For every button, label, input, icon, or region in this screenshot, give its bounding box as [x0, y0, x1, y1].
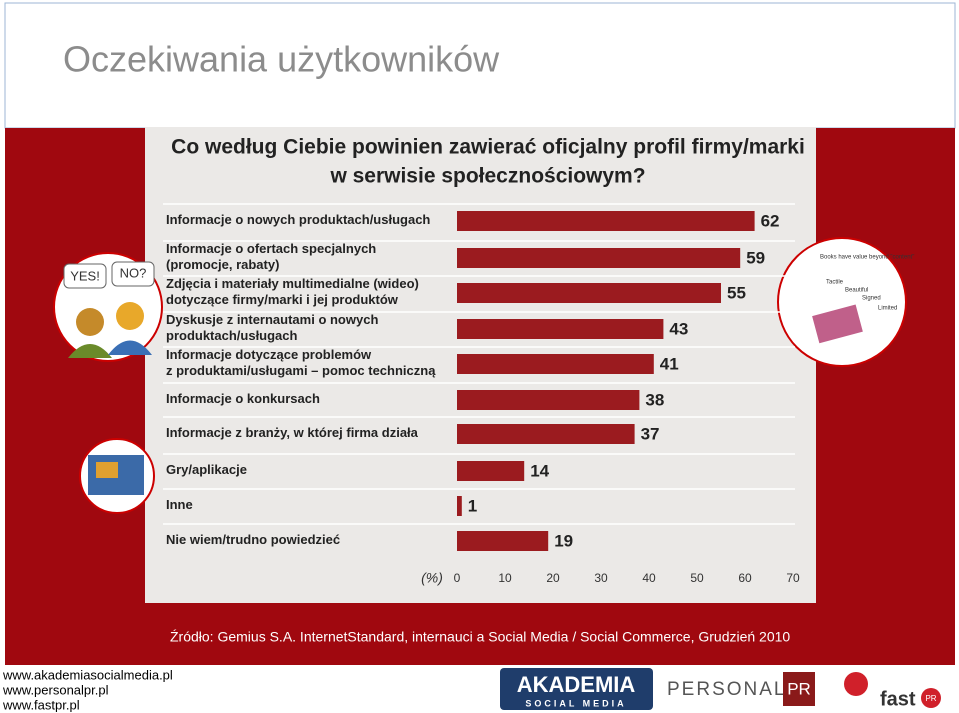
bubble-text: YES! [70, 268, 100, 283]
person-icon [108, 340, 152, 355]
logo-text: PR [787, 679, 811, 698]
x-tick-label: 0 [454, 571, 461, 585]
x-tick-label: 70 [786, 571, 800, 585]
category-label: Nie wiem/trudno powiedzieć [166, 532, 340, 547]
value-label: 37 [641, 424, 660, 443]
category-label: Dyskusje z internautami o nowych produkta… [166, 312, 378, 343]
logo-text: fast [880, 688, 916, 710]
book-text: Signed [862, 296, 881, 302]
logo-fast-bird [844, 672, 868, 696]
value-label: 1 [468, 496, 477, 515]
bar [457, 211, 755, 231]
logo-text: PERSONAL [667, 679, 786, 700]
x-tick-label: 30 [594, 571, 608, 585]
category-label: Informacje o konkursach [166, 391, 320, 406]
logo-akademia [500, 668, 653, 710]
link[interactable]: www.akademiasocialmedia.pl [2, 667, 173, 682]
bar [457, 390, 640, 410]
value-label: 59 [746, 248, 765, 267]
book [812, 304, 863, 344]
link[interactable]: www.personalpr.pl [2, 682, 109, 697]
bar [457, 531, 549, 551]
x-axis-label: (%) [421, 570, 443, 586]
person-icon [116, 302, 144, 330]
bar [457, 461, 525, 481]
category-label: Informacje o nowych produktach/usługach [166, 212, 430, 227]
logo-pr [783, 672, 815, 706]
person-icon [68, 344, 112, 358]
bubble [63, 263, 107, 289]
book-text: Limited [878, 306, 897, 312]
value-label: 14 [530, 461, 549, 480]
category-label: Informacje dotyczące problemów z produkta… [166, 347, 436, 378]
value-label: 41 [660, 354, 679, 373]
x-tick-label: 60 [738, 571, 752, 585]
bubble-text: NO? [120, 265, 147, 280]
x-tick-label: 20 [546, 571, 560, 585]
logo-text: SOCIAL MEDIA [525, 698, 626, 708]
logo-text: AKADEMIA [517, 672, 636, 697]
value-label: 55 [727, 283, 746, 302]
source: Źródło: Gemius S.A. InternetStandard, in… [170, 629, 790, 645]
category-label: Inne [166, 497, 193, 512]
x-tick-label: 40 [642, 571, 656, 585]
value-label: 62 [761, 211, 780, 230]
slide-title: Oczekiwania użytkowników [63, 39, 500, 80]
value-label: 43 [669, 319, 688, 338]
category-label: Informacje o ofertach specjalnych (promoc… [166, 241, 376, 272]
header-bg [0, 0, 959, 128]
category-label: Informacje z branży, w której firma dzia… [166, 425, 419, 440]
logo-fast-dot [921, 688, 941, 708]
link[interactable]: www.fastpr.pl [2, 697, 80, 712]
photo [96, 462, 118, 478]
bar [457, 319, 664, 339]
chart-title: w serwisie społecznościowym? [329, 165, 645, 188]
bar [457, 424, 635, 444]
bar [457, 354, 654, 374]
book-text: Tactile [826, 280, 844, 286]
bar [457, 496, 462, 516]
value-label: 19 [554, 531, 573, 550]
x-tick-label: 10 [498, 571, 512, 585]
category-label: Zdjęcia i materiały multimedialne (wideo… [166, 276, 419, 307]
logo-text: PR [925, 694, 936, 703]
value-label: 38 [645, 390, 664, 409]
book-text: Books have value beyond "content" [820, 255, 914, 261]
chart-title: Co według Ciebie powinien zawierać oficj… [171, 136, 805, 159]
person-icon [76, 308, 104, 336]
book-text: Beautiful [845, 288, 868, 294]
category-label: Gry/aplikacje [166, 462, 247, 477]
x-tick-label: 50 [690, 571, 704, 585]
bar [457, 283, 721, 303]
icon-circle [777, 237, 907, 367]
bar [457, 248, 741, 268]
bubble [111, 261, 155, 287]
